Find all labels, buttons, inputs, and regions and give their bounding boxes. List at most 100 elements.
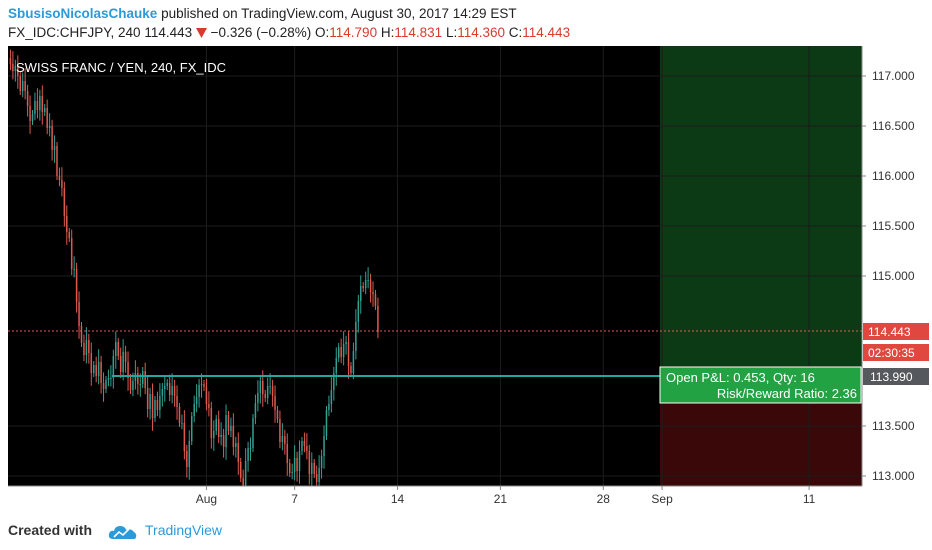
candle-body <box>257 393 259 403</box>
candle-body <box>31 114 34 121</box>
candle-body <box>313 463 315 474</box>
pnl-box[interactable] <box>659 366 862 404</box>
candle-body <box>176 396 178 407</box>
price-tick-label: 115.500 <box>872 219 915 233</box>
candle-body <box>340 347 342 357</box>
candle-body <box>274 396 276 410</box>
candle-body <box>249 448 252 449</box>
candle-body <box>360 286 362 301</box>
candle-body <box>342 344 345 357</box>
candle-body <box>352 351 355 373</box>
candle-body <box>102 383 105 389</box>
candle-body <box>205 387 208 404</box>
candle-body <box>149 394 151 409</box>
candle-body <box>372 292 374 294</box>
candle-body <box>237 443 240 462</box>
countdown-tag <box>863 344 929 361</box>
candle-body <box>97 362 100 376</box>
candle-body <box>350 366 352 373</box>
candle-body <box>198 385 200 397</box>
high-value: 114.831 <box>394 25 443 40</box>
symbol-label[interactable]: FX_IDC:CHFJPY, 240 <box>8 25 141 40</box>
candle-body <box>308 451 311 474</box>
candle-body <box>276 410 279 419</box>
candle-body <box>355 322 357 351</box>
candle-body <box>132 381 134 390</box>
candle-body <box>325 410 328 436</box>
candle-body <box>288 463 291 473</box>
candle-body <box>225 415 227 447</box>
candle-body <box>254 403 257 418</box>
candle-body <box>151 394 154 418</box>
price-tick-label: 116.000 <box>872 169 915 183</box>
candle-body <box>235 443 237 447</box>
candle-body <box>51 126 53 150</box>
candle-body <box>259 381 262 393</box>
candle-body <box>29 106 31 121</box>
candle-body <box>100 362 102 383</box>
candle-body <box>119 356 122 372</box>
candle-body <box>279 419 281 442</box>
candle-body <box>61 180 63 188</box>
candle-body <box>222 435 225 447</box>
candle-body <box>112 356 115 378</box>
candle-body <box>9 58 12 64</box>
candle-body <box>239 462 242 478</box>
low-value: 114.360 <box>457 25 506 40</box>
down-arrow-icon <box>195 28 207 38</box>
price-tick-label: 113.000 <box>872 469 915 483</box>
candle-body <box>92 365 95 373</box>
published-text: published on TradingView.com, August 30,… <box>161 6 517 21</box>
price-chart[interactable]: SWISS FRANC / YEN, 240, FX_IDC 117.00011… <box>0 0 932 514</box>
last-price-tag <box>863 323 929 340</box>
candle-body <box>195 397 198 404</box>
time-tick-label: 28 <box>597 492 611 506</box>
close-label: C: <box>508 25 523 40</box>
candle-body <box>318 468 320 482</box>
candle-body <box>210 408 213 438</box>
time-axis[interactable] <box>8 486 862 514</box>
candle-body <box>73 269 75 270</box>
grid-lines <box>8 46 862 486</box>
candle-body <box>227 415 230 431</box>
candle-body <box>144 371 146 388</box>
candle-body <box>190 416 193 441</box>
candle-body <box>105 380 107 389</box>
candle-body <box>303 441 306 446</box>
candle-body <box>301 441 303 451</box>
candle-body <box>137 373 139 384</box>
candle-body <box>168 383 171 395</box>
candle-body <box>369 280 372 292</box>
candles <box>9 49 379 500</box>
chart-header: SbusisoNicolasChauke published on Tradin… <box>0 0 932 46</box>
candle-body <box>26 91 29 106</box>
time-tick-label: 21 <box>494 492 508 506</box>
candle-body <box>110 378 112 379</box>
close-value: 114.443 <box>522 25 571 40</box>
candle-body <box>347 342 350 366</box>
ohlc-line: FX_IDC:CHFJPY, 240 114.443 −0.326 (−0.28… <box>8 25 570 40</box>
candle-body <box>362 286 364 288</box>
candle-body <box>266 386 269 398</box>
price-axis-labels: 117.000 116.500 116.000 115.500 115.000 113.5… <box>862 69 915 483</box>
candle-body <box>127 362 129 378</box>
candle-body <box>193 404 195 416</box>
last-price-label: 114.443 <box>144 25 193 40</box>
footer: Created with TradingView <box>0 514 932 550</box>
candle-body <box>124 352 127 362</box>
candle-body <box>21 81 24 91</box>
price-tick-label: 116.500 <box>872 119 915 133</box>
candle-body <box>335 358 338 373</box>
candle-body <box>34 101 36 114</box>
candle-body <box>374 294 377 306</box>
candle-body <box>330 390 333 404</box>
candle-body <box>337 347 340 358</box>
author-link[interactable]: SbusisoNicolasChauke <box>8 6 158 21</box>
open-label: O: <box>315 25 330 40</box>
candle-body <box>88 340 90 353</box>
time-tick-label: Sep <box>651 492 673 506</box>
candle-body <box>39 96 41 110</box>
price-axis[interactable] <box>862 46 932 486</box>
candle-body <box>323 436 325 456</box>
tradingview-brand[interactable]: TradingView <box>145 522 223 538</box>
